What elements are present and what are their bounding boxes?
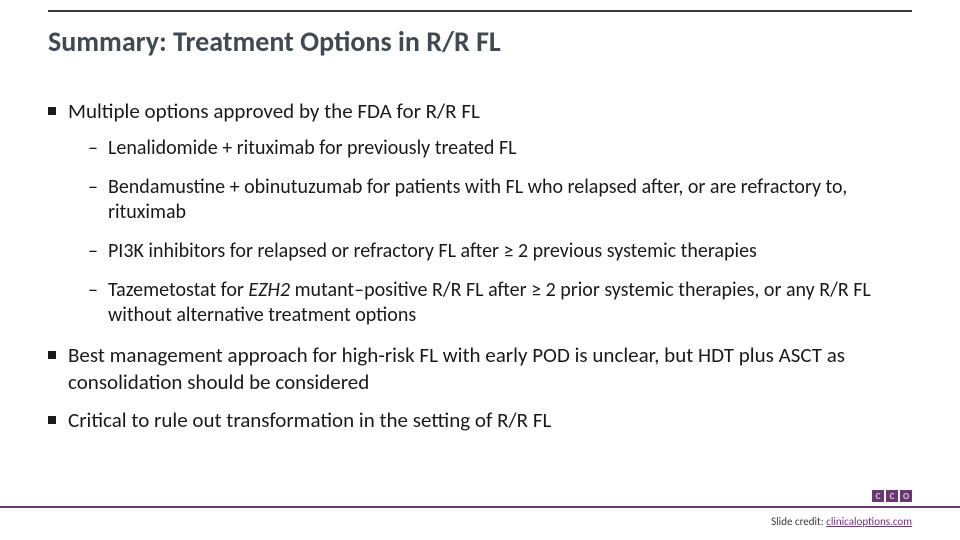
bullet-1-2: – Bendamustine + obinutuzumab for patien…	[88, 175, 912, 225]
bullet-1-1: – Lenalidomide + rituximab for previousl…	[88, 136, 912, 161]
logo-letter: C	[886, 490, 898, 502]
logo-letter: C	[872, 490, 884, 502]
bullet-1-4: – Tazemetostat for EZH2 mutant–positive …	[88, 278, 912, 328]
content-area: Multiple options approved by the FDA for…	[48, 90, 912, 445]
bullet-text: PI3K inhibitors for relapsed or refracto…	[108, 239, 757, 264]
dash-bullet-icon: –	[88, 136, 98, 161]
square-bullet-icon	[48, 416, 56, 424]
bullet-text: Best management approach for high-risk F…	[68, 342, 912, 395]
bullet-text: Lenalidomide + rituximab for previously …	[108, 136, 517, 161]
logo-letter: O	[900, 490, 912, 502]
slide-title: Summary: Treatment Options in R/R FL	[48, 24, 501, 59]
square-bullet-icon	[48, 107, 56, 115]
credit-link[interactable]: clinicaloptions.com	[826, 515, 912, 528]
dash-bullet-icon: –	[88, 239, 98, 264]
dash-bullet-icon: –	[88, 175, 98, 200]
bullet-1: Multiple options approved by the FDA for…	[48, 98, 912, 124]
slide-credit: Slide credit: clinicaloptions.com	[771, 515, 912, 528]
bullet-text: Bendamustine + obinutuzumab for patients…	[108, 175, 912, 225]
square-bullet-icon	[48, 351, 56, 359]
bullet-3: Critical to rule out transformation in t…	[48, 407, 912, 433]
bullet-text: Tazemetostat for EZH2 mutant–positive R/…	[108, 278, 912, 328]
bullet-text: Critical to rule out transformation in t…	[68, 407, 551, 433]
bullet-text: Multiple options approved by the FDA for…	[68, 98, 480, 124]
bullet-1-3: – PI3K inhibitors for relapsed or refrac…	[88, 239, 912, 264]
top-divider	[48, 10, 912, 12]
dash-bullet-icon: –	[88, 278, 98, 303]
bottom-divider	[0, 506, 960, 508]
cco-logo: C C O	[872, 490, 912, 502]
bullet-2: Best management approach for high-risk F…	[48, 342, 912, 395]
credit-label: Slide credit:	[771, 515, 826, 528]
